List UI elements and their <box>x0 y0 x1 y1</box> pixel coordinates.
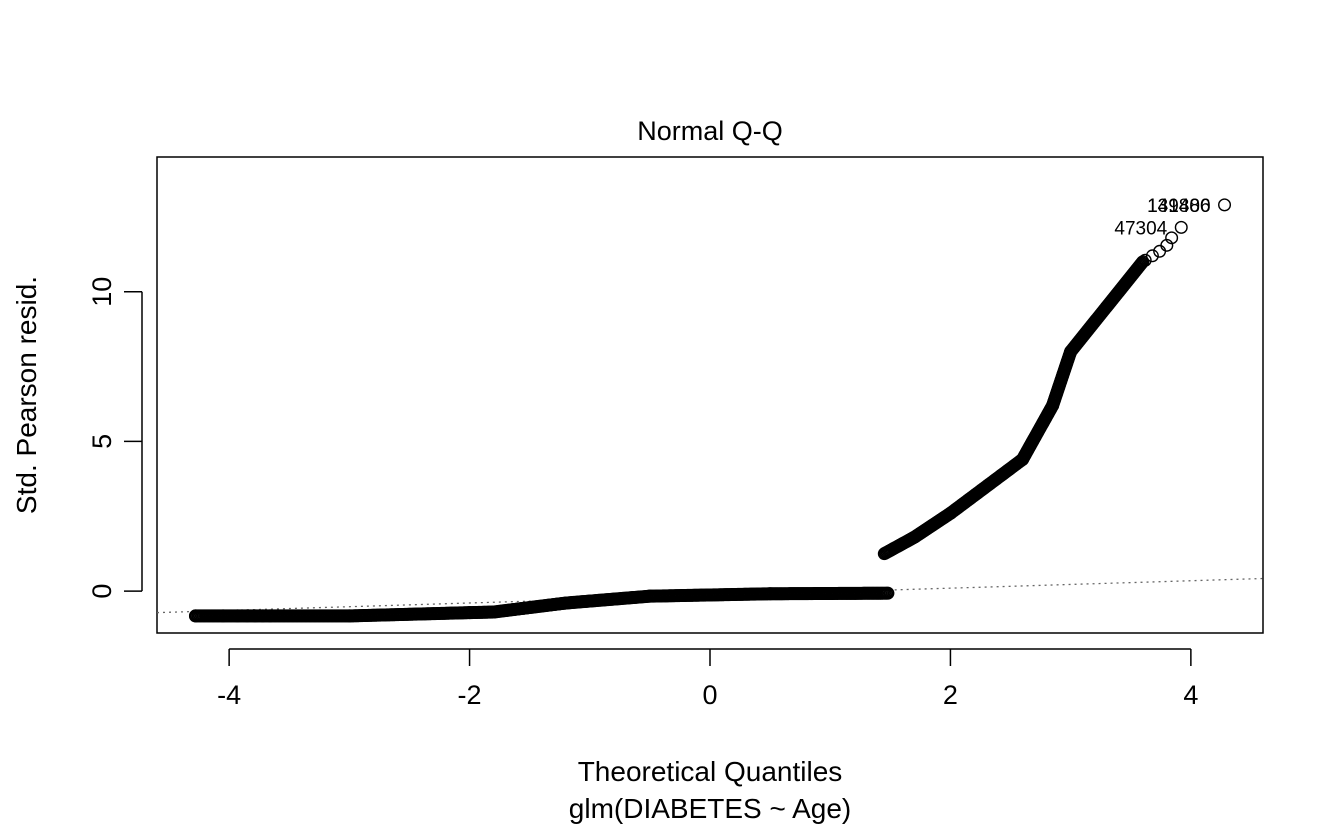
point-label: 47304 <box>1114 218 1167 239</box>
point-label: 131480 <box>1147 196 1210 217</box>
data-point <box>1134 257 1148 271</box>
data-point <box>231 609 245 623</box>
x-axis-title: Theoretical Quantiles <box>578 756 843 787</box>
x-tick-label: 0 <box>702 680 717 710</box>
y-tick-label: 10 <box>87 277 117 307</box>
data-point <box>249 609 263 623</box>
data-point <box>1165 231 1179 245</box>
data-point <box>1136 255 1150 269</box>
x-axis-subtitle: glm(DIABETES ~ Age) <box>569 793 851 824</box>
chart-title: Normal Q-Q <box>637 116 783 146</box>
x-axis: -4 -2 0 2 4 <box>217 648 1198 710</box>
y-tick-label: 5 <box>87 434 117 449</box>
data-point <box>1174 220 1188 234</box>
data-point <box>188 609 202 623</box>
data-point <box>1135 256 1149 270</box>
y-tick-label: 0 <box>87 584 117 599</box>
data-point <box>1160 238 1174 252</box>
x-tick-label: -4 <box>217 680 241 710</box>
data-point <box>263 609 277 623</box>
data-point <box>881 586 895 600</box>
x-tick-label: 4 <box>1183 680 1198 710</box>
data-point <box>216 609 230 623</box>
data-point <box>1145 249 1159 263</box>
y-axis-title: Std. Pearson resid. <box>11 276 42 514</box>
points-layer <box>188 198 1232 623</box>
data-point <box>1138 253 1152 267</box>
x-tick-label: -2 <box>458 680 482 710</box>
x-tick-label: 2 <box>943 680 958 710</box>
data-point <box>256 609 270 623</box>
plot-frame <box>156 156 1264 634</box>
data-point <box>1133 258 1147 272</box>
point-label: 149806 <box>1147 196 1210 217</box>
y-axis: 0 5 10 <box>87 277 143 599</box>
data-point <box>240 609 254 623</box>
data-point <box>1218 198 1232 212</box>
